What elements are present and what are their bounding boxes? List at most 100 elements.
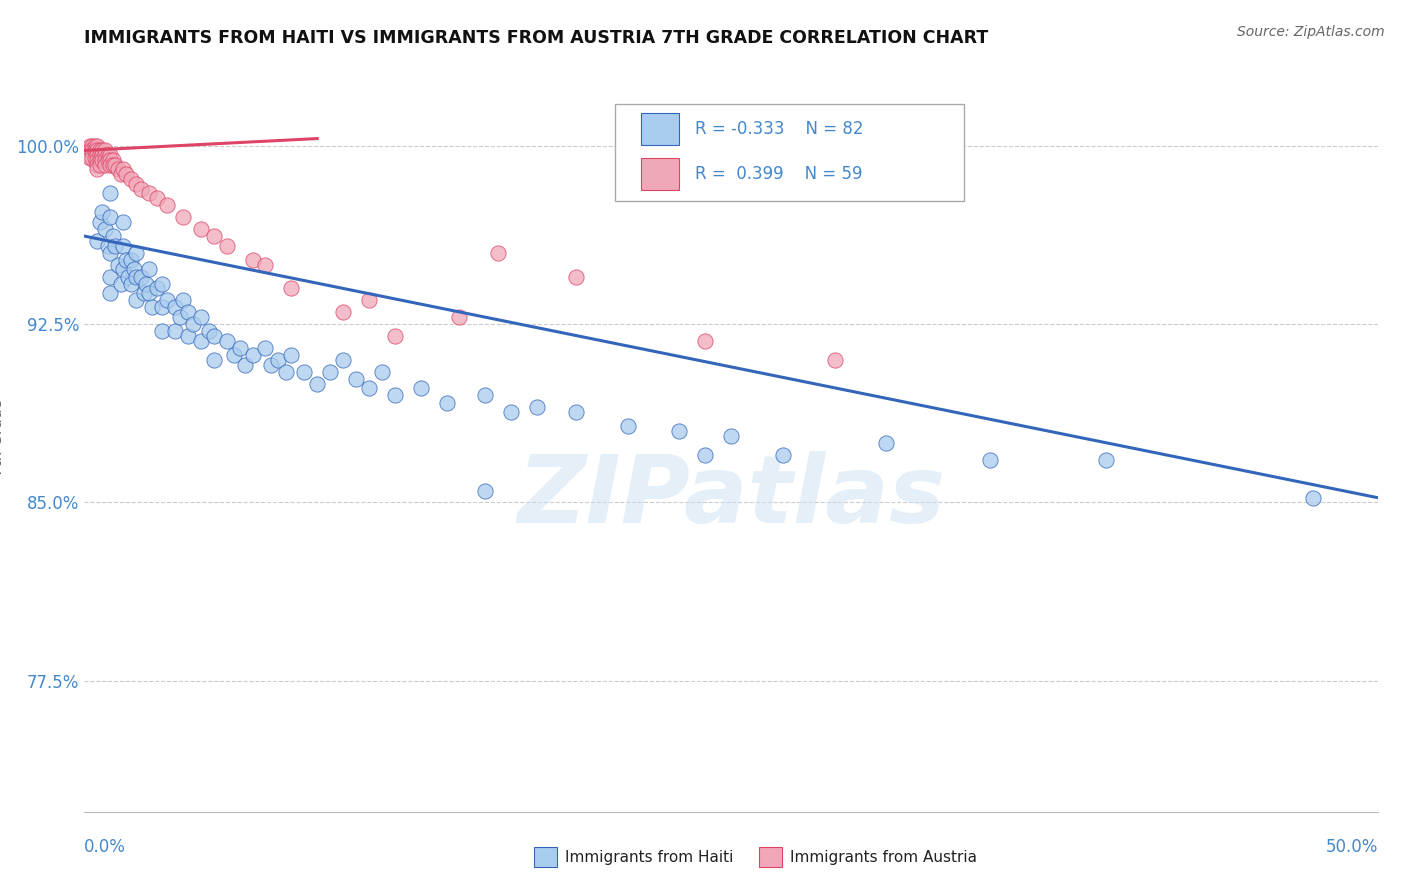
Point [979, 452, 1001, 467]
Point [101, 229, 124, 244]
Point [125, 245, 148, 260]
Point [79, 138, 101, 153]
Point [125, 293, 148, 308]
Point [824, 352, 846, 367]
FancyBboxPatch shape [641, 159, 679, 190]
Point [172, 210, 194, 224]
Point [98, 210, 121, 224]
Point [202, 352, 225, 367]
Point [112, 162, 135, 177]
Point [97, 238, 120, 252]
Text: R = -0.333    N = 82: R = -0.333 N = 82 [695, 120, 863, 138]
Text: 50.0%: 50.0% [1326, 838, 1378, 856]
Point [91, 153, 114, 167]
Point [138, 186, 160, 201]
Point [169, 310, 191, 324]
Point [104, 238, 127, 252]
Point [156, 293, 179, 308]
Point [280, 348, 302, 362]
Point [82, 151, 104, 165]
Point [616, 419, 638, 434]
Point [146, 191, 169, 205]
Point [129, 269, 152, 284]
Point [254, 341, 277, 355]
Point [224, 348, 246, 362]
Point [98, 158, 121, 172]
Text: R =  0.399    N = 59: R = 0.399 N = 59 [695, 165, 862, 183]
Point [138, 286, 160, 301]
Point [112, 238, 135, 252]
Point [110, 277, 132, 291]
Point [436, 395, 458, 409]
Point [875, 436, 897, 450]
Point [150, 324, 173, 338]
Point [114, 167, 136, 181]
Point [163, 301, 186, 315]
Point [83, 151, 105, 165]
Point [177, 329, 200, 343]
Point [97, 153, 120, 167]
Text: IMMIGRANTS FROM HAITI VS IMMIGRANTS FROM AUSTRIA 7TH GRADE CORRELATION CHART: IMMIGRANTS FROM HAITI VS IMMIGRANTS FROM… [84, 29, 988, 47]
Point [117, 269, 139, 284]
Point [112, 215, 135, 229]
Point [83, 144, 105, 158]
Point [202, 229, 225, 244]
Point [79, 144, 101, 158]
Point [86, 158, 108, 172]
Point [228, 341, 250, 355]
Point [197, 324, 219, 338]
Point [101, 153, 124, 167]
Point [695, 334, 717, 348]
Point [486, 245, 509, 260]
Point [357, 381, 380, 395]
Point [242, 348, 264, 362]
Text: Immigrants from Austria: Immigrants from Austria [790, 850, 977, 864]
Point [202, 329, 225, 343]
Point [177, 305, 200, 319]
Point [357, 293, 380, 308]
Point [292, 365, 315, 379]
Point [720, 429, 742, 443]
Point [141, 301, 163, 315]
Point [181, 317, 204, 331]
Point [190, 334, 212, 348]
Point [89, 144, 111, 158]
Point [307, 376, 329, 391]
Point [146, 281, 169, 295]
Point [449, 310, 471, 324]
Point [125, 269, 148, 284]
Point [98, 186, 121, 201]
Point [91, 148, 114, 162]
Point [83, 138, 105, 153]
Point [94, 148, 117, 162]
Point [163, 324, 186, 338]
Point [215, 238, 238, 252]
Point [91, 205, 114, 219]
Point [267, 352, 290, 367]
Point [371, 365, 394, 379]
Point [135, 277, 157, 291]
Point [89, 148, 111, 162]
Point [112, 262, 135, 277]
Point [86, 234, 108, 248]
Point [259, 358, 281, 372]
Point [695, 448, 717, 462]
Point [79, 151, 101, 165]
Point [344, 372, 367, 386]
FancyBboxPatch shape [614, 103, 965, 201]
Point [98, 148, 121, 162]
Point [254, 258, 277, 272]
Point [501, 405, 523, 419]
Point [565, 269, 588, 284]
Point [319, 365, 342, 379]
Point [526, 401, 548, 415]
Point [98, 245, 121, 260]
Point [125, 177, 148, 191]
Point [409, 381, 432, 395]
Point [772, 448, 794, 462]
Point [150, 277, 173, 291]
Point [190, 222, 212, 236]
Point [86, 138, 108, 153]
Point [138, 262, 160, 277]
Point [332, 305, 354, 319]
